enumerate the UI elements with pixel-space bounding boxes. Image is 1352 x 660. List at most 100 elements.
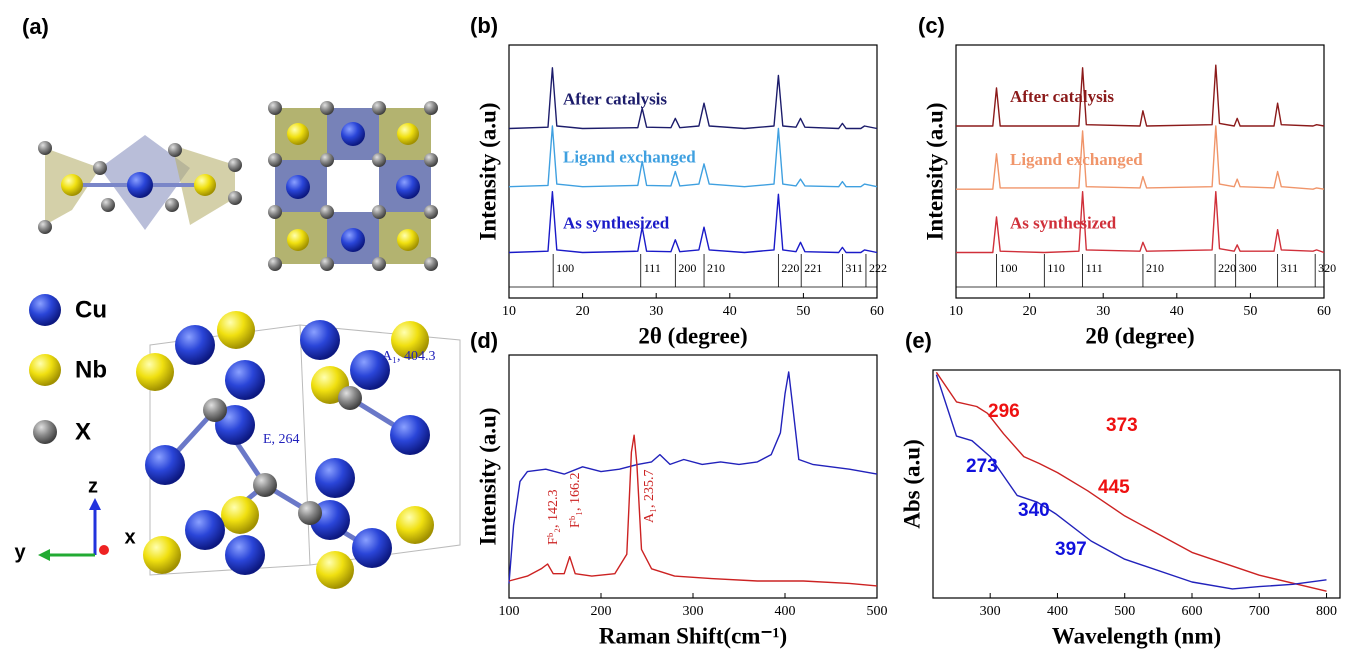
atom	[93, 161, 107, 175]
annotation: A₁, 235.7	[642, 470, 657, 524]
series-label: As synthesized	[1010, 213, 1117, 232]
reference-label: 200	[678, 261, 696, 275]
axis-label: x	[124, 526, 135, 548]
atoms	[268, 101, 438, 271]
axis-arrow	[38, 549, 50, 561]
series-label: After catalysis	[563, 89, 667, 108]
reference-label: 222	[869, 261, 887, 275]
reference-label: 111	[1086, 261, 1103, 275]
x-tick-label: 500	[1114, 604, 1135, 619]
x-tick-label: 500	[867, 604, 888, 619]
annotation: A₁, 404.3	[382, 349, 436, 364]
legend-label: X	[75, 418, 91, 445]
atoms	[203, 386, 362, 525]
x-tick-label: 100	[499, 604, 520, 619]
annotation: Fᵇ₂, 142.3	[546, 489, 561, 545]
atom	[38, 220, 52, 234]
series-label: Ligand exchanged	[1010, 150, 1143, 169]
reference-label: 311	[845, 261, 863, 275]
x-tick-label: 30	[649, 304, 663, 319]
atoms	[287, 123, 419, 251]
atom	[165, 198, 179, 212]
atoms	[145, 320, 430, 575]
y-axis-label: Abs (a.u)	[899, 439, 924, 528]
x-tick-label: 400	[1047, 604, 1068, 619]
series-line	[508, 371, 878, 584]
panel-label: (b)	[470, 13, 498, 38]
legend-atom	[29, 294, 61, 326]
panel-label: (d)	[470, 328, 498, 353]
legend-label: Cu	[75, 296, 107, 323]
plot-frame	[508, 354, 878, 599]
x-tick-label: 10	[949, 304, 963, 319]
atom	[38, 141, 52, 155]
x-tick-label: 40	[723, 304, 737, 319]
panel-label: (a)	[22, 14, 49, 39]
annotation: 340	[1018, 500, 1050, 521]
annotation: Fᵇ₁, 166.2	[568, 472, 583, 528]
structure-panel: (a)	[14, 14, 461, 589]
x-tick-label: 30	[1096, 304, 1110, 319]
atoms	[136, 311, 434, 589]
axis-arrow	[99, 545, 109, 555]
reference-label: 100	[999, 261, 1017, 275]
annotation: 296	[988, 401, 1020, 422]
series-label: After catalysis	[1010, 87, 1114, 106]
x-tick-label: 60	[870, 304, 884, 319]
reference-label: 210	[1146, 261, 1164, 275]
series-line	[935, 371, 1327, 592]
series-line	[508, 67, 878, 130]
atoms	[286, 122, 420, 252]
x-tick-label: 50	[796, 304, 810, 319]
x-tick-label: 300	[980, 604, 1001, 619]
reference-label: 110	[1047, 261, 1065, 275]
panel-label: (c)	[918, 13, 945, 38]
plot-frame	[932, 369, 1341, 599]
y-axis-label: Intensity (a.u)	[475, 102, 500, 240]
x-tick-label: 20	[1023, 304, 1037, 319]
atom	[101, 198, 115, 212]
atom	[61, 174, 83, 196]
reference-label: 111	[644, 261, 661, 275]
y-axis-label: Intensity (a.u)	[922, 102, 947, 240]
x-tick-label: 700	[1249, 604, 1270, 619]
axis-label: y	[14, 541, 26, 563]
x-axis-label: 2θ (degree)	[1085, 323, 1194, 348]
plot-frame	[955, 44, 1325, 299]
x-axis-label: Wavelength (nm)	[1052, 623, 1221, 648]
x-tick-label: 600	[1182, 604, 1203, 619]
series-line	[956, 125, 1325, 190]
series-line	[935, 374, 1327, 590]
legend-label: Nb	[75, 356, 107, 383]
x-tick-label: 60	[1317, 304, 1331, 319]
legend-atom	[33, 420, 57, 444]
reference-label: 300	[1239, 261, 1257, 275]
atom	[194, 174, 216, 196]
series-line	[956, 64, 1325, 127]
reference-label: 220	[1218, 261, 1236, 275]
annotation: 445	[1098, 477, 1130, 498]
series-line	[508, 191, 878, 254]
series-label: As synthesized	[563, 213, 670, 232]
series-line	[508, 434, 878, 587]
x-axis-label: Raman Shift(cm⁻¹)	[599, 623, 787, 648]
axis-arrow	[89, 498, 101, 510]
annotation: E, 264	[263, 432, 300, 447]
legend-atom	[29, 354, 61, 386]
panel-label: (e)	[905, 328, 932, 353]
annotation: 373	[1106, 415, 1138, 436]
x-tick-label: 40	[1170, 304, 1184, 319]
x-tick-label: 20	[576, 304, 590, 319]
plot-frame	[508, 44, 878, 299]
atom	[127, 172, 153, 198]
reference-label: 220	[781, 261, 799, 275]
x-axis-label: 2θ (degree)	[638, 323, 747, 348]
atom	[228, 158, 242, 172]
atom	[228, 191, 242, 205]
series-line	[508, 125, 878, 188]
x-tick-label: 50	[1243, 304, 1257, 319]
reference-label: 221	[804, 261, 822, 275]
x-tick-label: 10	[502, 304, 516, 319]
series-line	[956, 191, 1325, 254]
